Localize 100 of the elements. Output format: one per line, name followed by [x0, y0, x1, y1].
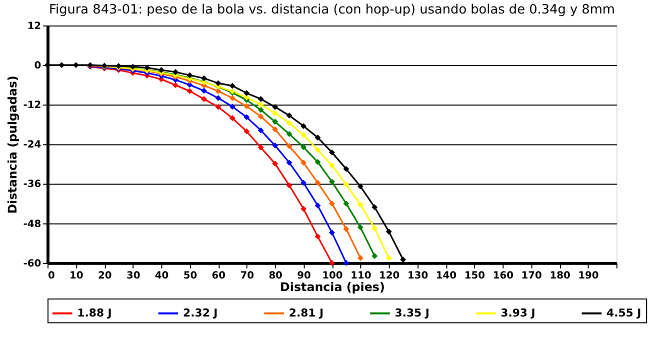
point: [300, 180, 306, 186]
x-tick-label: 110: [350, 270, 372, 282]
point: [200, 96, 207, 102]
point: [286, 143, 292, 150]
point: [300, 123, 306, 130]
point: [328, 162, 335, 168]
x-tick-label: 190: [578, 270, 599, 282]
point: [215, 80, 222, 86]
point: [386, 255, 392, 261]
point: [328, 230, 335, 236]
point: [343, 226, 350, 232]
point: [372, 253, 378, 259]
x-tick-label: 80: [268, 270, 283, 282]
x-tick-label: 50: [183, 270, 198, 282]
point: [244, 128, 250, 134]
point: [357, 202, 364, 208]
point: [258, 96, 264, 102]
y-tick-label: -12: [23, 100, 42, 112]
x-tick-label: 70: [240, 270, 254, 282]
point: [215, 104, 222, 110]
point: [258, 114, 264, 120]
point: [172, 69, 178, 75]
point: [300, 144, 306, 150]
x-tick-label: 100: [322, 270, 343, 282]
y-tick-label: -48: [23, 218, 42, 230]
legend-label: 2.81 J: [288, 306, 324, 320]
point: [372, 204, 378, 210]
x-tick-label: 90: [297, 270, 312, 282]
point: [172, 82, 178, 88]
point: [258, 106, 264, 113]
point: [200, 88, 207, 94]
y-tick-label: 0: [34, 60, 42, 72]
y-tick-label: 12: [27, 20, 42, 32]
point: [343, 181, 350, 188]
point: [186, 72, 193, 78]
point: [229, 104, 236, 110]
point: [144, 64, 150, 71]
point: [314, 159, 321, 165]
point: [343, 200, 350, 207]
point: [300, 160, 306, 166]
point: [215, 95, 222, 101]
point: [357, 183, 364, 190]
point: [386, 228, 392, 235]
point: [328, 200, 335, 207]
point: [244, 90, 250, 96]
legend-label: 4.55 J: [606, 306, 642, 320]
point: [258, 144, 264, 150]
point: [272, 126, 278, 132]
x-tick-label: 20: [98, 270, 112, 282]
x-tick-label: 150: [464, 270, 486, 282]
chart-title: Figura 843-01: peso de la bola vs. distancia (con hop-up) usando bolas de 0.34g y 8mm: [49, 2, 615, 18]
x-tick-label: 140: [436, 270, 457, 282]
y-tick-label: -60: [23, 258, 42, 270]
x-tick-label: 180: [550, 270, 570, 282]
point: [244, 114, 250, 120]
x-tick-label: 0: [48, 270, 55, 282]
point: [372, 225, 378, 232]
x-tick-label: 40: [154, 270, 169, 282]
point: [314, 180, 321, 186]
x-tick-label: 160: [492, 270, 514, 282]
point: [343, 260, 350, 266]
x-tick-label: 60: [212, 270, 226, 282]
point: [229, 115, 236, 122]
point: [328, 149, 335, 156]
point: [286, 182, 292, 188]
point: [186, 88, 193, 94]
point: [272, 118, 278, 125]
point: [272, 110, 278, 116]
point: [244, 103, 250, 110]
point: [314, 134, 321, 141]
point: [286, 131, 292, 137]
point: [328, 260, 335, 266]
x-tick-label: 30: [126, 270, 140, 282]
y-axis-title: Distancia (pulgadas): [5, 76, 20, 214]
point: [286, 112, 292, 118]
point: [286, 120, 292, 126]
point: [229, 82, 236, 89]
x-axis-title: Distancia (pies): [280, 280, 385, 294]
point: [200, 75, 207, 82]
x-tick-label: 10: [70, 270, 84, 282]
legend-label: 3.93 J: [500, 306, 536, 320]
point: [314, 234, 321, 240]
point: [58, 62, 65, 68]
point: [286, 160, 292, 166]
point: [357, 224, 364, 230]
legend-label: 3.35 J: [394, 306, 430, 320]
point: [314, 146, 321, 153]
point: [357, 255, 364, 261]
point: [272, 104, 278, 110]
point: [314, 202, 321, 209]
x-tick-label: 130: [407, 270, 428, 282]
point: [258, 102, 264, 108]
legend-label: 1.88 J: [77, 306, 112, 320]
point: [300, 206, 306, 212]
point: [272, 160, 278, 167]
point: [272, 142, 278, 148]
y-tick-label: -36: [23, 179, 42, 190]
point: [300, 132, 306, 138]
legend-label: 2.32 J: [183, 306, 218, 320]
point: [229, 95, 236, 101]
